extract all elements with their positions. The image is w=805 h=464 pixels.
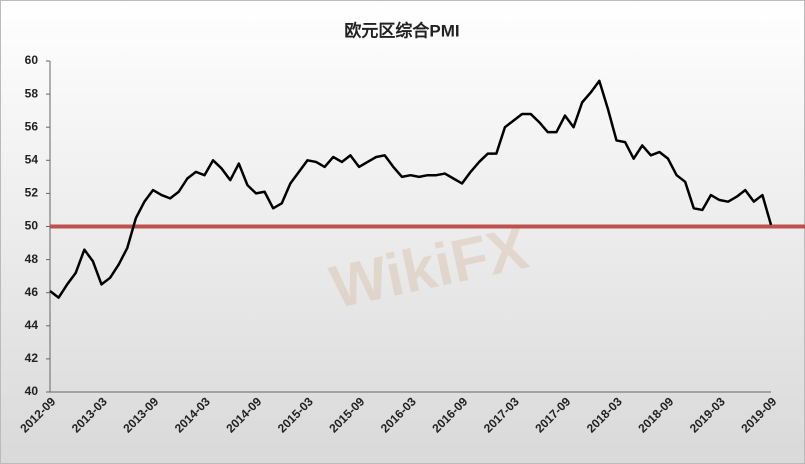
y-tick-label: 54 <box>25 152 39 166</box>
y-tick-label: 44 <box>25 318 39 332</box>
y-tick-label: 56 <box>25 119 39 133</box>
y-tick-label: 46 <box>25 285 39 299</box>
y-tick-label: 58 <box>25 86 39 100</box>
y-tick-label: 48 <box>25 252 39 266</box>
y-tick-label: 40 <box>25 384 39 398</box>
y-tick-label: 42 <box>25 351 39 365</box>
chart-title: 欧元区综合PMI <box>344 20 459 40</box>
y-tick-label: 50 <box>25 219 39 233</box>
y-tick-label: 52 <box>25 186 39 200</box>
data-line <box>49 79 773 299</box>
y-tick-label: 60 <box>25 53 39 67</box>
